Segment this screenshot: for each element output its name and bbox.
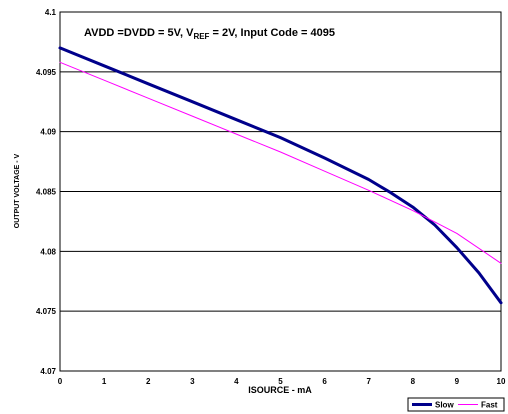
legend-label-fast: Fast bbox=[481, 401, 498, 410]
legend-box bbox=[407, 397, 505, 412]
chart-annotation: AVDD =DVDD = 5V, VREF = 2V, Input Code =… bbox=[84, 27, 335, 41]
x-tick-label: 10 bbox=[497, 377, 506, 386]
x-tick-label: 8 bbox=[411, 377, 416, 386]
series-line-fast bbox=[59, 61, 502, 264]
x-tick-label: 9 bbox=[455, 377, 460, 386]
y-tick-label: 4.095 bbox=[36, 68, 57, 77]
x-tick-label: 3 bbox=[190, 377, 195, 386]
y-tick-label: 4.1 bbox=[45, 8, 57, 17]
legend-label-slow: Slow bbox=[435, 401, 454, 410]
x-tick-label: 5 bbox=[278, 377, 283, 386]
legend: Slow Fast bbox=[407, 397, 505, 412]
x-tick-label: 4 bbox=[234, 377, 239, 386]
y-tick-label: 4.075 bbox=[36, 307, 57, 316]
x-tick-label: 1 bbox=[102, 377, 107, 386]
series-layer bbox=[58, 46, 503, 305]
y-tick-label: 4.07 bbox=[40, 367, 56, 376]
x-tick-label: 7 bbox=[366, 377, 371, 386]
y-tick-label: 4.085 bbox=[36, 188, 57, 197]
x-tick-label: 6 bbox=[322, 377, 327, 386]
y-tick-labels: 4.07 4.075 4.08 4.085 4.09 4.095 4.1 bbox=[36, 8, 57, 376]
x-tick-label: 0 bbox=[58, 377, 63, 386]
gridlines bbox=[60, 71, 501, 312]
x-tick-labels: 0 1 2 3 4 5 6 7 8 9 10 bbox=[58, 377, 506, 386]
y-tick-label: 4.08 bbox=[40, 247, 56, 256]
y-tick-label: 4.09 bbox=[40, 128, 56, 137]
x-axis-label: ISOURCE - mA bbox=[248, 385, 312, 395]
x-tick-label: 2 bbox=[146, 377, 151, 386]
y-axis-label: OUTPUT VOLTAGE - V bbox=[14, 153, 21, 228]
series-line-slow bbox=[58, 46, 503, 305]
